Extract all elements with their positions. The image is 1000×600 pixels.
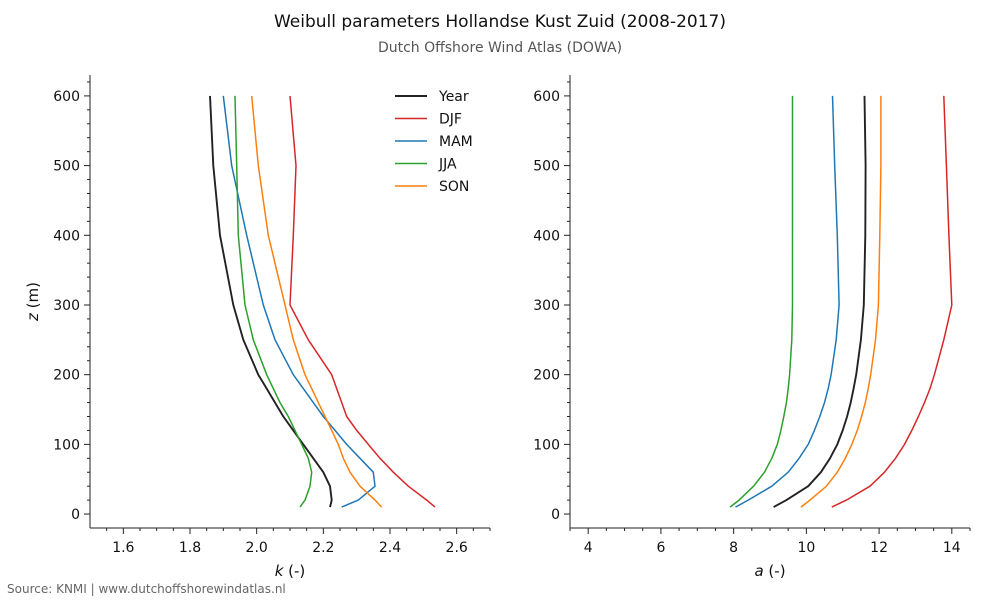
x-tick-label: 2.0	[246, 540, 268, 556]
legend-label-djf: DJF	[439, 112, 462, 128]
legend-label-son: SON	[439, 179, 469, 195]
legend-label-year: Year	[438, 89, 469, 105]
series-line-jja	[234, 95, 313, 508]
x-tick-label: 4	[584, 540, 593, 556]
series-line-year	[773, 95, 867, 508]
x-tick-label: 6	[656, 540, 665, 556]
y-tick-label: 0	[551, 507, 560, 523]
y-tick-label: 100	[533, 437, 560, 453]
y-tick-label: 500	[533, 159, 560, 175]
x-axis-title: k (-)	[275, 562, 306, 580]
x-tick-label: 8	[729, 540, 738, 556]
series-line-son	[250, 95, 383, 508]
y-tick-label: 600	[533, 89, 560, 105]
x-tick-label: 2.2	[312, 540, 334, 556]
legend-label-mam: MAM	[439, 134, 473, 150]
x-tick-label: 2.4	[379, 540, 401, 556]
series-line-mam	[222, 95, 376, 508]
series-line-son	[800, 95, 882, 508]
x-tick-label: 14	[943, 540, 961, 556]
series-line-djf	[289, 95, 436, 508]
series-line-mam	[735, 95, 840, 508]
x-axis-title: a (-)	[754, 562, 785, 580]
y-tick-label: 400	[53, 228, 80, 244]
legend-label-jja: JJA	[438, 157, 457, 173]
x-tick-label: 2.6	[446, 540, 468, 556]
y-tick-label: 200	[533, 368, 560, 384]
x-tick-label: 12	[870, 540, 888, 556]
y-tick-label: 100	[53, 437, 80, 453]
y-tick-label: 600	[53, 89, 80, 105]
series-line-djf	[831, 95, 953, 508]
source-note: Source: KNMI | www.dutchoffshorewindatla…	[7, 582, 286, 596]
y-tick-label: 0	[71, 507, 80, 523]
series-line-year	[209, 95, 333, 508]
y-axis-title: z (m)	[24, 282, 42, 322]
y-tick-label: 300	[533, 298, 560, 314]
x-tick-label: 10	[797, 540, 815, 556]
series-line-jja	[729, 95, 794, 508]
x-tick-label: 1.8	[179, 540, 201, 556]
y-tick-label: 500	[53, 159, 80, 175]
x-tick-label: 1.6	[112, 540, 134, 556]
y-tick-label: 400	[533, 228, 560, 244]
chart-title: Weibull parameters Hollandse Kust Zuid (…	[273, 12, 727, 32]
chart-subtitle: Dutch Offshore Wind Atlas (DOWA)	[377, 40, 623, 56]
y-tick-label: 300	[53, 298, 80, 314]
y-tick-label: 200	[53, 368, 80, 384]
